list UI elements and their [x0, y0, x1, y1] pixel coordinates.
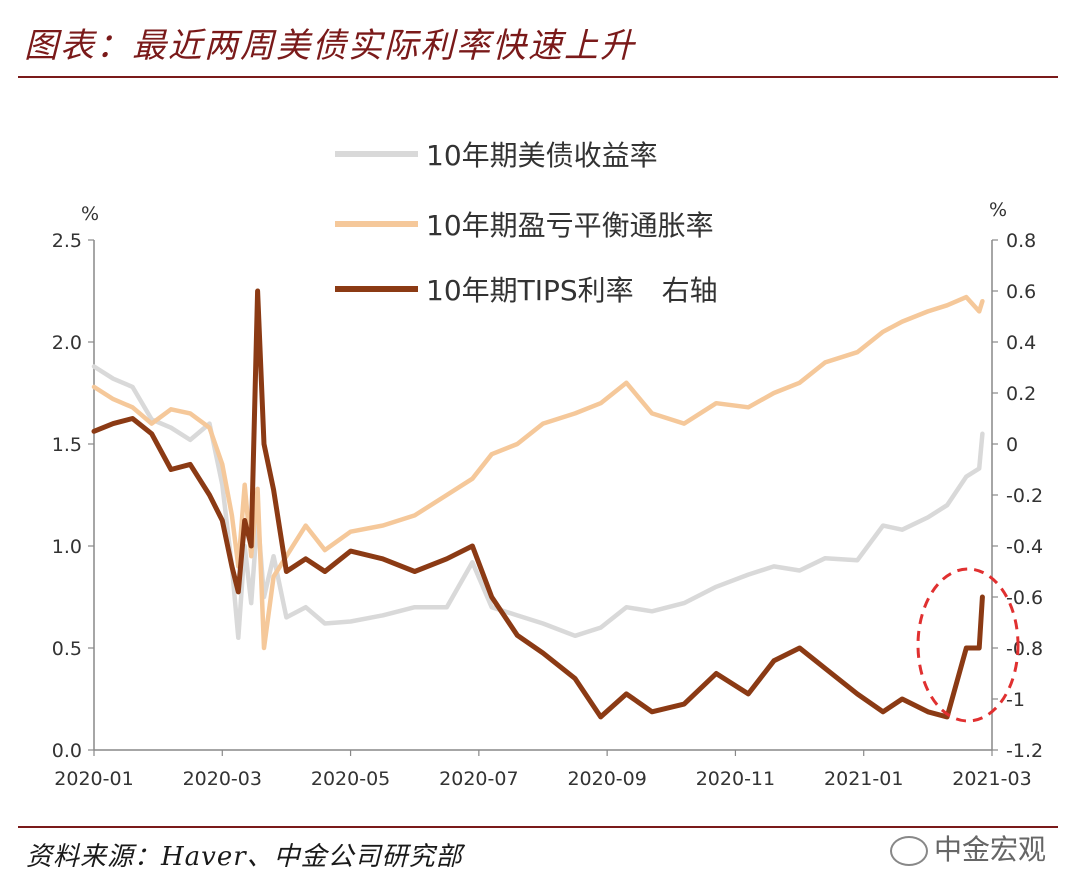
right-tick-label: 0.6 [1006, 281, 1036, 303]
right-tick-label: -1 [1006, 689, 1025, 711]
x-tick-label: 2021-03 [952, 768, 1031, 790]
right-tick-label: -0.8 [1006, 638, 1043, 660]
left-tick-label: 2.5 [52, 230, 82, 252]
left-tick-label: 1.0 [52, 536, 82, 558]
footer-divider [18, 826, 1058, 828]
left-tick-label: 0.0 [52, 740, 82, 762]
right-tick-label: -1.2 [1006, 740, 1043, 762]
wechat-icon [890, 836, 928, 866]
watermark: 中金宏观 [890, 828, 1046, 868]
right-tick-label: -0.6 [1006, 587, 1043, 609]
right-tick-label: 0.8 [1006, 230, 1036, 252]
chart-title: 图表：最近两周美债实际利率快速上升 [24, 26, 636, 66]
legend-label: 10年期TIPS利率 右轴 [426, 274, 718, 307]
source-note: 资料来源：Haver、中金公司研究部 [26, 842, 463, 872]
x-tick-label: 2020-05 [311, 768, 390, 790]
legend-label: 10年期盈亏平衡通胀率 [426, 209, 714, 242]
right-tick-label: -0.2 [1006, 485, 1043, 507]
right-tick-label: 0.4 [1006, 332, 1036, 354]
x-tick-label: 2021-01 [824, 768, 903, 790]
x-tick-label: 2020-07 [439, 768, 518, 790]
left-tick-label: 2.0 [52, 332, 82, 354]
x-tick-label: 2020-03 [183, 768, 262, 790]
left-tick-label: 0.5 [52, 638, 82, 660]
x-tick-label: 2020-11 [696, 768, 775, 790]
nominal-yield-line [91, 364, 985, 641]
right-axis-unit: % [989, 199, 1007, 221]
breakeven-line [91, 294, 985, 651]
right-tick-label: 0 [1006, 434, 1018, 456]
legend-label: 10年期美债收益率 [426, 139, 658, 172]
x-tick-label: 2020-01 [54, 768, 133, 790]
tips-line [91, 288, 985, 720]
x-tick-label: 2020-09 [567, 768, 646, 790]
watermark-text: 中金宏观 [934, 833, 1047, 866]
left-axis-unit: % [81, 203, 99, 225]
highlight-ellipse [916, 567, 1020, 723]
right-tick-label: -0.4 [1006, 536, 1043, 558]
left-tick-label: 1.5 [52, 434, 82, 456]
title-divider [18, 76, 1058, 78]
right-tick-label: 0.2 [1006, 383, 1036, 405]
